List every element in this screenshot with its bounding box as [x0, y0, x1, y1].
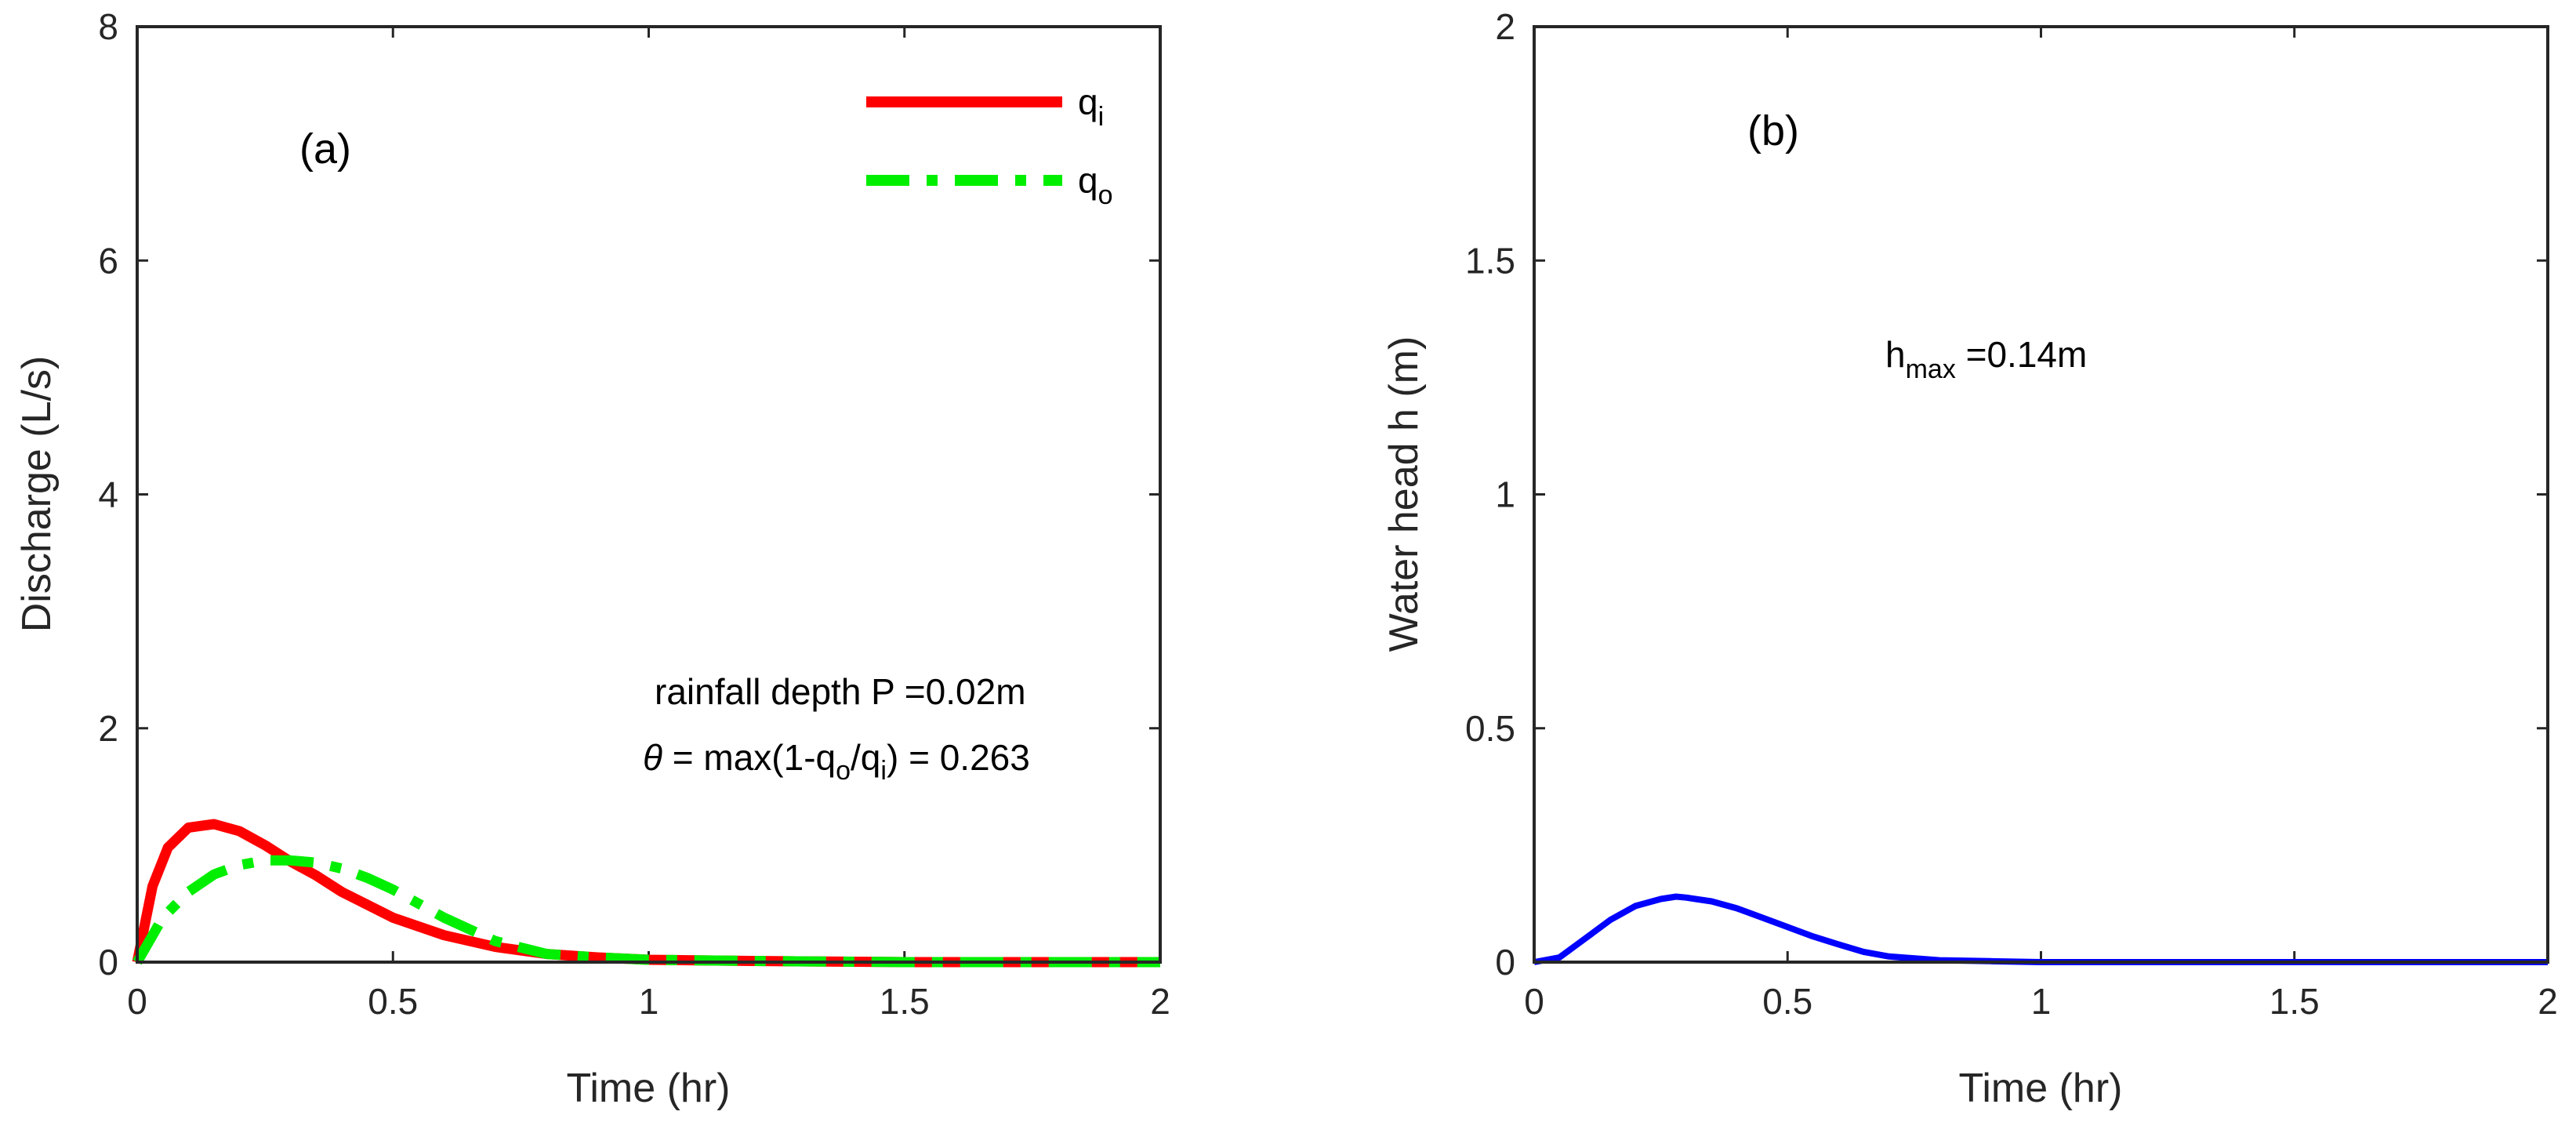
y-tick-label: 2: [1495, 6, 1515, 47]
y-tick-label: 8: [98, 6, 118, 47]
panel-a-axes-frame: [136, 25, 1162, 964]
panel-b-water-head: 0 0.5 1 1.5 2 0 0.5 1 1.5 2 Time (hr) Water head …: [1381, 6, 2558, 1111]
series-line-a-1: [132, 855, 1160, 968]
y-tick-label: 0.5: [1465, 708, 1515, 749]
panel-a-series: [132, 819, 1160, 968]
x-tick-label: 0: [1524, 981, 1544, 1022]
rainfall-annotation: rainfall depth P =0.02m: [655, 671, 1026, 712]
panel-b-ticks: 0 0.5 1 1.5 2 0 0.5 1 1.5 2: [1465, 6, 2558, 1022]
panel-a-xlabel: Time (hr): [567, 1066, 731, 1111]
x-tick-label: 1: [2031, 981, 2052, 1022]
theta-annotation: θ = max(1-qo/qi) = 0.263: [643, 737, 1030, 786]
panel-b-tag: (b): [1747, 107, 1799, 154]
legend-label-qo: qo: [1078, 160, 1113, 210]
hmax-annotation: hmax =0.14m: [1885, 334, 2087, 384]
y-tick-label: 0: [98, 942, 118, 983]
y-tick-label: 2: [98, 708, 118, 749]
x-tick-label: 2: [2538, 981, 2558, 1022]
y-tick-label: 6: [98, 240, 118, 281]
panel-a-tag: (a): [299, 125, 351, 173]
panel-b-axes-frame: [1533, 25, 2549, 964]
y-tick-label: 1: [1495, 474, 1515, 515]
legend-label-qi: qi: [1078, 82, 1104, 132]
x-tick-label: 1: [639, 981, 659, 1022]
panel-b-ylabel: Water head h (m): [1381, 336, 1427, 652]
panel-b-xlabel: Time (hr): [1959, 1066, 2123, 1111]
y-tick-label: 4: [98, 474, 118, 515]
x-tick-label: 2: [1150, 981, 1170, 1022]
y-tick-label: 0: [1495, 942, 1515, 983]
x-tick-label: 0.5: [368, 981, 418, 1022]
panel-a-ticks: 0 0.5 1 1.5 2 0 2 4 6 8: [98, 6, 1170, 1022]
y-tick-label: 1.5: [1465, 240, 1515, 281]
panel-a-discharge: 0 0.5 1 1.5 2 0 2 4 6 8 Time (hr) Discharge (L/s)…: [14, 6, 1170, 1111]
x-tick-label: 1.5: [880, 981, 930, 1022]
panel-a-legend: qi qo: [866, 82, 1113, 210]
x-tick-label: 0.5: [1762, 981, 1812, 1022]
x-tick-label: 0: [127, 981, 147, 1022]
panel-a-ylabel: Discharge (L/s): [14, 356, 60, 633]
x-tick-label: 1.5: [2269, 981, 2320, 1022]
